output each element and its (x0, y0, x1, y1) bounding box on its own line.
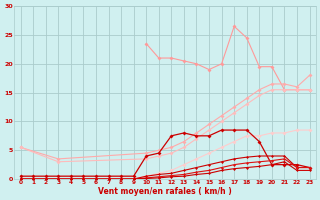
X-axis label: Vent moyen/en rafales ( km/h ): Vent moyen/en rafales ( km/h ) (98, 187, 232, 196)
